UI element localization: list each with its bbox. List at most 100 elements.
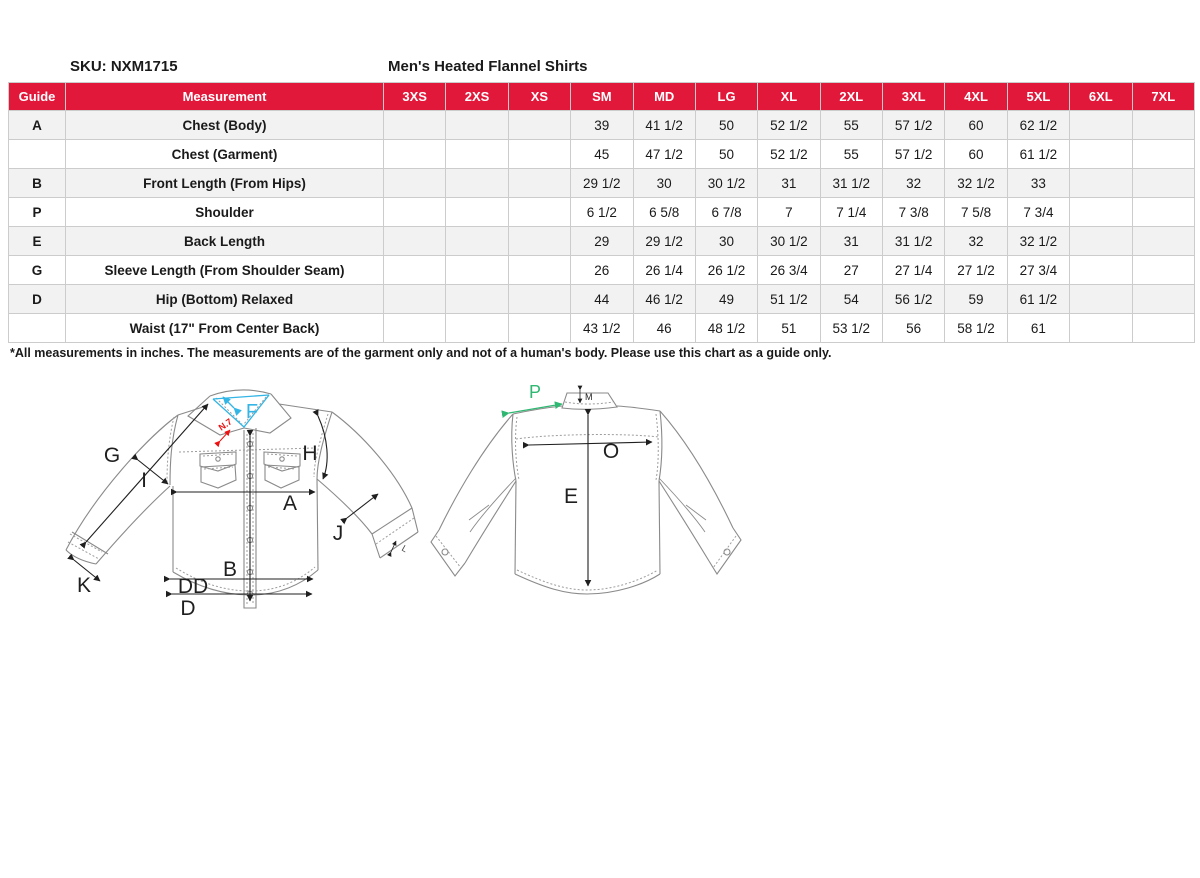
value-cell: 60 <box>944 110 1008 140</box>
front-label-g: G <box>104 444 120 467</box>
column-header-5xl: 5XL <box>1006 82 1071 111</box>
value-cell: 7 3/4 <box>1006 197 1071 227</box>
back-view-diagram: P M O E <box>430 382 742 595</box>
value-cell <box>445 110 509 140</box>
value-cell: 46 1/2 <box>632 284 696 314</box>
column-header-sm: SM <box>570 82 634 111</box>
value-cell: 26 <box>570 255 634 285</box>
value-cell: 54 <box>819 284 884 314</box>
value-cell: 7 5/8 <box>944 197 1008 227</box>
guide-cell: A <box>8 110 66 140</box>
measurement-cell: Waist (17" From Center Back) <box>65 313 384 343</box>
guide-cell: G <box>8 255 66 285</box>
value-cell <box>1131 139 1195 169</box>
column-header-xl: XL <box>757 82 821 111</box>
value-cell <box>382 226 447 256</box>
value-cell <box>1131 313 1195 343</box>
value-cell <box>445 313 509 343</box>
value-cell <box>382 313 447 343</box>
value-cell <box>1069 110 1133 140</box>
value-cell <box>382 284 447 314</box>
value-cell: 47 1/2 <box>632 139 696 169</box>
value-cell <box>1131 197 1195 227</box>
value-cell: 41 1/2 <box>632 110 696 140</box>
value-cell <box>445 255 509 285</box>
front-label-dd: DD <box>178 575 208 598</box>
shoulder-measure <box>501 401 563 419</box>
value-cell <box>382 110 447 140</box>
value-cell: 6 5/8 <box>632 197 696 227</box>
footnote: *All measurements in inches. The measure… <box>10 346 832 360</box>
table-row: E Back Length 29 29 1/2 30 30 1/2 31 31 1/2 32 32… <box>8 226 1195 256</box>
measurement-cell: Hip (Bottom) Relaxed <box>65 284 384 314</box>
titlebar: SKU: NXM1715 Men's Heated Flannel Shirts <box>0 58 1200 78</box>
value-cell: 48 1/2 <box>694 313 759 343</box>
value-cell: 59 <box>944 284 1008 314</box>
value-cell: 7 3/8 <box>881 197 946 227</box>
page-title: Men's Heated Flannel Shirts <box>388 58 588 75</box>
front-label-j: J <box>333 522 344 545</box>
sku-label: SKU: NXM1715 <box>70 58 178 75</box>
value-cell: 33 <box>1006 168 1071 198</box>
value-cell <box>507 313 572 343</box>
value-cell <box>445 197 509 227</box>
value-cell: 46 <box>632 313 696 343</box>
value-cell: 6 7/8 <box>694 197 759 227</box>
front-label-f: F <box>246 401 258 423</box>
table-row: B Front Length (From Hips) 29 1/2 30 30 1/2 3… <box>8 168 1195 198</box>
collar-spread-measure <box>212 394 270 428</box>
value-cell: 55 <box>819 139 884 169</box>
size-table-head: Guide Measurement 3XS 2XS XS SM MD LG XL 2XL 3XL 4X… <box>8 82 1195 111</box>
value-cell <box>445 226 509 256</box>
column-header-measurement: Measurement <box>65 82 384 111</box>
value-cell <box>1131 255 1195 285</box>
column-header-2xl: 2XL <box>819 82 884 111</box>
value-cell: 43 1/2 <box>570 313 634 343</box>
front-label-b: B <box>223 558 237 581</box>
front-measure-lines <box>67 403 397 602</box>
value-cell: 26 1/4 <box>632 255 696 285</box>
front-label-l: L <box>400 543 409 554</box>
value-cell <box>445 168 509 198</box>
value-cell <box>1069 255 1133 285</box>
value-cell <box>1069 313 1133 343</box>
back-label-m: M <box>585 392 593 402</box>
value-cell: 60 <box>944 139 1008 169</box>
value-cell: 7 1/4 <box>819 197 884 227</box>
table-row: Chest (Garment) 45 47 1/2 50 52 1/2 55 57 1/2 6… <box>8 139 1195 169</box>
value-cell: 61 1/2 <box>1006 139 1071 169</box>
back-label-o: O <box>603 440 619 463</box>
front-label-a: A <box>283 492 297 515</box>
value-cell: 30 1/2 <box>757 226 821 256</box>
value-cell: 6 1/2 <box>570 197 634 227</box>
front-shirt-outline <box>65 389 419 609</box>
value-cell <box>507 110 572 140</box>
measurement-cell: Chest (Garment) <box>65 139 384 169</box>
value-cell <box>382 197 447 227</box>
value-cell: 52 1/2 <box>757 139 821 169</box>
value-cell <box>1131 226 1195 256</box>
back-label-p: P <box>529 382 541 402</box>
value-cell <box>1131 168 1195 198</box>
column-header-7xl: 7XL <box>1131 82 1195 111</box>
value-cell <box>1069 284 1133 314</box>
guide-cell: B <box>8 168 66 198</box>
value-cell <box>507 168 572 198</box>
value-cell: 30 <box>632 168 696 198</box>
value-cell: 51 <box>757 313 821 343</box>
value-cell <box>507 226 572 256</box>
value-cell: 56 1/2 <box>881 284 946 314</box>
value-cell: 32 <box>944 226 1008 256</box>
column-header-lg: LG <box>694 82 759 111</box>
value-cell: 30 1/2 <box>694 168 759 198</box>
measurement-cell: Front Length (From Hips) <box>65 168 384 198</box>
value-cell <box>382 168 447 198</box>
value-cell: 45 <box>570 139 634 169</box>
column-header-6xl: 6XL <box>1069 82 1133 111</box>
value-cell: 55 <box>819 110 884 140</box>
header-row: Guide Measurement 3XS 2XS XS SM MD LG XL 2XL 3XL 4X… <box>8 82 1195 111</box>
back-measure-lines <box>522 385 653 587</box>
guide-cell <box>8 139 66 169</box>
column-header-3xl: 3XL <box>881 82 946 111</box>
value-cell: 26 3/4 <box>757 255 821 285</box>
